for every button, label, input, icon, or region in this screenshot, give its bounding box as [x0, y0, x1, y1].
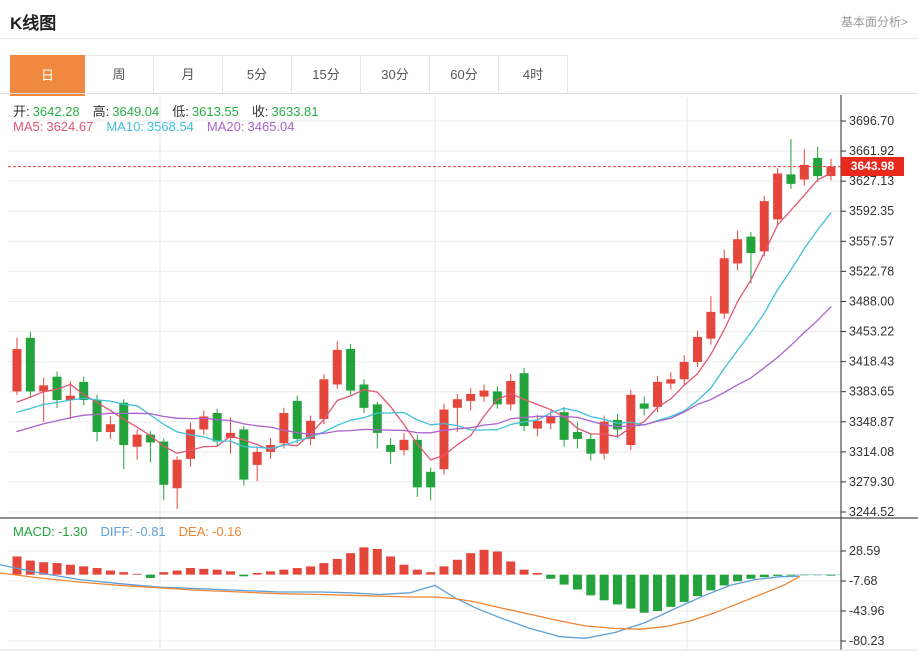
axis-tick-label: -7.68	[849, 574, 878, 588]
axis-tick-label: 3522.78	[849, 264, 894, 278]
current-price-badge: 3643.98	[841, 157, 904, 176]
axis-tick-label: -80.23	[849, 634, 884, 648]
axis-tick-label: 3348.87	[849, 415, 894, 429]
period-tabs: 日周月 5分 15分 30分 60分 4时	[10, 55, 568, 96]
axis-tick-label: 3661.92	[849, 144, 894, 158]
axis-tick-label: 3314.08	[849, 445, 894, 459]
header: K线图 基本面分析>	[0, 0, 918, 39]
ma20-line	[16, 306, 832, 436]
axis-tick-label: 3244.52	[849, 505, 894, 519]
header-divider	[0, 38, 918, 39]
axis-tick-label: 3696.70	[849, 114, 894, 128]
tab-4hour[interactable]: 4时	[499, 56, 568, 94]
candles	[12, 138, 836, 509]
kline-chart-area[interactable]: 3696.70 3661.92 3627.13 3592.35 3557.57 3522.…	[0, 93, 918, 651]
kline-chart-svg: 3696.70 3661.92 3627.13 3592.35 3557.57 3522.…	[0, 95, 918, 651]
axis-tick-label: 3488.00	[849, 294, 894, 308]
axis-tick-labels: 3696.70 3661.92 3627.13 3592.35 3557.57 3522.…	[841, 114, 894, 648]
axis-tick-label: 3383.65	[849, 385, 894, 399]
axis-tick-label: 3592.35	[849, 204, 894, 218]
macd-histogram	[12, 547, 836, 613]
tab-day[interactable]: 日	[10, 55, 85, 96]
tab-5min[interactable]: 5分	[223, 56, 292, 94]
tab-week[interactable]: 周	[85, 56, 154, 94]
page-title: K线图	[10, 14, 57, 33]
diff-line	[0, 564, 801, 639]
tab-15min[interactable]: 15分	[292, 56, 361, 94]
axis-tick-label: 3418.43	[849, 355, 894, 369]
axis-tick-label: 28.59	[849, 544, 880, 558]
axis-tick-label: 3279.30	[849, 475, 894, 489]
ma10-line	[16, 212, 832, 450]
ma5-line	[16, 172, 832, 461]
dea-line	[0, 572, 801, 630]
tab-30min[interactable]: 30分	[361, 56, 430, 94]
axis-tick-label: 3627.13	[849, 174, 894, 188]
axis-tick-label: 3557.57	[849, 234, 894, 248]
tab-month[interactable]: 月	[154, 56, 223, 94]
axis-tick-label: -43.96	[849, 604, 884, 618]
fundamental-analysis-link[interactable]: 基本面分析>	[840, 15, 908, 29]
grid-lines	[8, 97, 841, 649]
axis-tick-label: 3453.22	[849, 325, 894, 339]
tab-60min[interactable]: 60分	[430, 56, 499, 94]
